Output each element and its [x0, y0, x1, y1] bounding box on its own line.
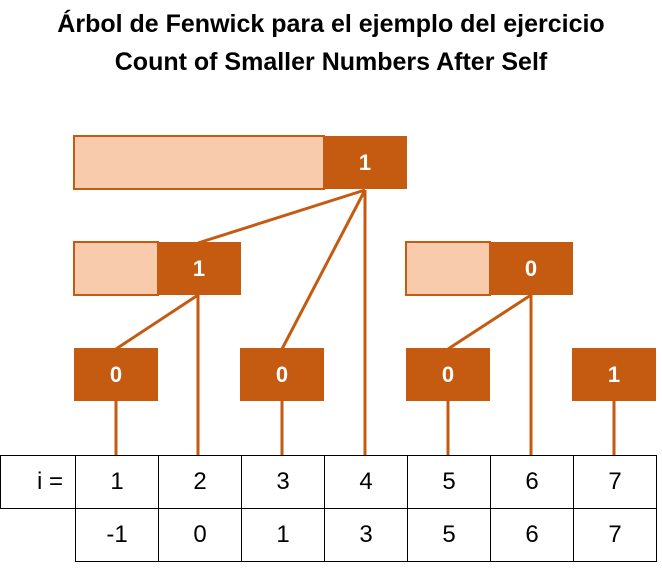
index-cell: 2 — [158, 455, 242, 509]
index-table: i = 1 2 3 4 5 6 7 -1 0 1 3 5 6 7 — [0, 455, 657, 562]
index-cell: 5 — [407, 455, 491, 509]
value-cell: -1 — [75, 508, 159, 562]
connector-node-6-to-node-5 — [447, 293, 532, 351]
range-bar-node-6 — [405, 241, 491, 296]
index-cell: 6 — [490, 455, 574, 509]
tree-node-3-box — [240, 348, 324, 401]
tree-node-root-box — [323, 136, 407, 189]
index-row: i = 1 2 3 4 5 6 7 — [0, 455, 657, 509]
tree-node-7-value: 1 — [608, 362, 620, 387]
tree-node-6-value: 0 — [525, 256, 537, 281]
tree-connectors — [114, 188, 616, 455]
title-line-2: Count of Smaller Numbers After Self — [114, 48, 548, 76]
value-row-empty-cell — [0, 508, 76, 562]
connector-node-2-to-node-1 — [115, 293, 199, 351]
connector-root-to-node-3 — [280, 189, 367, 350]
value-row: -1 0 1 3 5 6 7 — [0, 508, 657, 562]
tree-node-5-box — [406, 348, 490, 401]
index-cell: 4 — [324, 455, 408, 509]
value-cell: 6 — [490, 508, 574, 562]
value-cell: 3 — [324, 508, 408, 562]
value-cell: 1 — [241, 508, 325, 562]
tree-node-1-value: 0 — [110, 362, 122, 387]
value-cell: 5 — [407, 508, 491, 562]
tree-node-3-value: 0 — [276, 362, 288, 387]
value-cell: 0 — [158, 508, 242, 562]
tree-node-1-box — [74, 348, 158, 401]
tree-node-5-value: 0 — [442, 362, 454, 387]
index-cell: 1 — [75, 455, 159, 509]
tree-node-2-value: 1 — [193, 256, 205, 281]
index-cell: 7 — [573, 455, 657, 509]
tree-node-root-value: 1 — [359, 150, 371, 175]
tree-node-7-box — [572, 348, 656, 401]
range-bar-node-2 — [73, 241, 159, 296]
index-cell: 3 — [241, 455, 325, 509]
title-line-1: Árbol de Fenwick para el ejemplo del eje… — [57, 10, 605, 38]
tree-node-2-box — [157, 242, 241, 295]
tree-node-6-box — [489, 242, 573, 295]
value-cell: 7 — [573, 508, 657, 562]
index-row-label: i = — [0, 455, 76, 509]
connector-root-to-node-2 — [197, 188, 366, 245]
range-bar-root — [73, 135, 325, 190]
